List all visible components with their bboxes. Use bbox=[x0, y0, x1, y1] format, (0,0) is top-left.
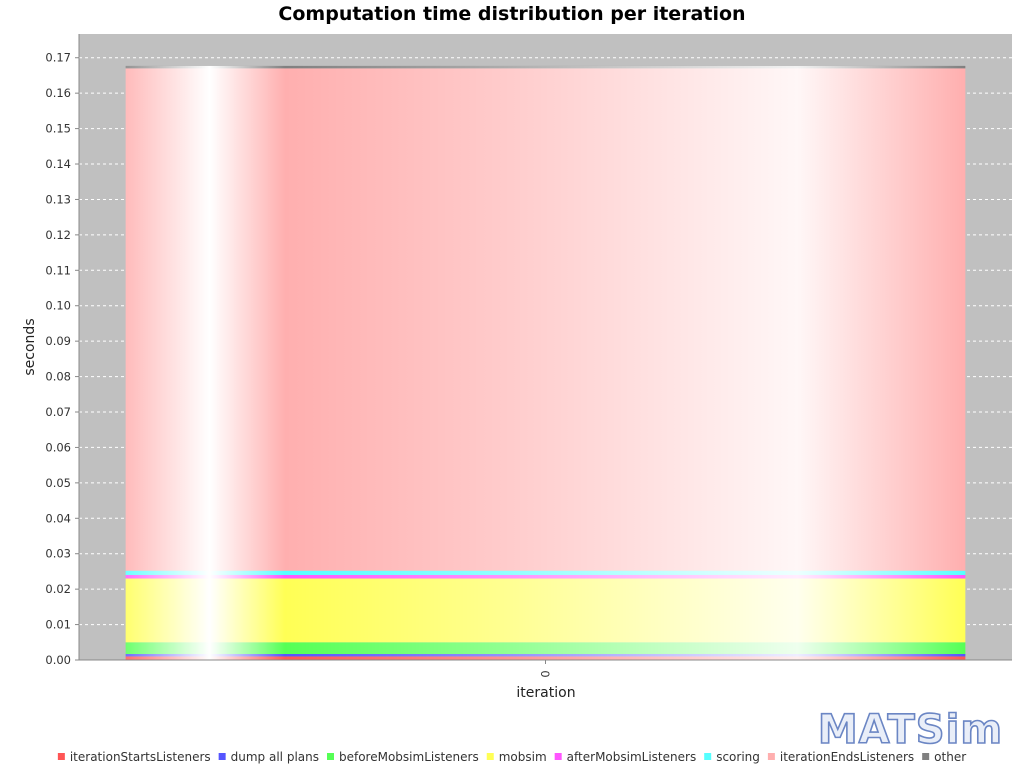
y-tick-label: 0.09 bbox=[45, 334, 71, 348]
y-tick-label: 0.03 bbox=[45, 547, 71, 561]
y-tick-label: 0.14 bbox=[45, 157, 71, 171]
y-tick-label: 0.16 bbox=[45, 86, 71, 100]
legend-swatch bbox=[922, 753, 930, 760]
legend-swatch bbox=[704, 753, 712, 760]
x-axis-label: iteration bbox=[516, 685, 575, 701]
y-tick-label: 0.10 bbox=[45, 299, 71, 313]
y-tick-label: 0.00 bbox=[45, 653, 71, 667]
y-axis-ticks: 0.00 0.01 0.02 0.03 0.04 0.05 0.06 0.07 0.08 0.09… bbox=[45, 51, 79, 667]
legend-item: scoring bbox=[704, 750, 760, 764]
legend-swatch bbox=[767, 753, 775, 760]
y-tick-label: 0.15 bbox=[45, 122, 71, 136]
y-tick-label: 0.06 bbox=[45, 440, 71, 454]
legend-item: iterationStartsListeners bbox=[57, 750, 211, 764]
legend-label: beforeMobsimListeners bbox=[339, 750, 479, 764]
y-tick-label: 0.12 bbox=[45, 228, 71, 242]
matsim-logo-text: MATSim bbox=[818, 707, 1003, 753]
legend-label: scoring bbox=[716, 750, 760, 764]
legend-item: other bbox=[922, 750, 966, 764]
legend-label: iterationStartsListeners bbox=[70, 750, 211, 764]
legend-item: dump all plans bbox=[218, 750, 319, 764]
y-tick-label: 0.13 bbox=[45, 192, 71, 206]
y-tick-label: 0.07 bbox=[45, 405, 71, 419]
x-axis-ticks: 0 bbox=[539, 660, 553, 678]
y-tick-label: 0.17 bbox=[45, 51, 71, 65]
legend-swatch bbox=[486, 753, 494, 760]
y-tick-label: 0.01 bbox=[45, 618, 71, 632]
legend-label: dump all plans bbox=[231, 750, 319, 764]
legend-label: iterationEndsListeners bbox=[780, 750, 914, 764]
y-tick-label: 0.04 bbox=[45, 511, 71, 525]
legend-item: afterMobsimListeners bbox=[554, 750, 697, 764]
legend-item: beforeMobsimListeners bbox=[326, 750, 479, 764]
legend-swatch bbox=[218, 753, 226, 760]
legend-label: other bbox=[934, 750, 966, 764]
legend-swatch bbox=[326, 753, 334, 760]
y-tick-label: 0.08 bbox=[45, 370, 71, 384]
x-tick-label: 0 bbox=[539, 670, 553, 677]
chart-title: Computation time distribution per iterat… bbox=[278, 3, 745, 25]
legend-item: mobsim bbox=[486, 750, 547, 764]
legend-item: iterationEndsListeners bbox=[767, 750, 914, 764]
legend-label: afterMobsimListeners bbox=[567, 750, 697, 764]
legend: iterationStartsListeners dump all plans be… bbox=[57, 750, 966, 764]
y-tick-label: 0.05 bbox=[45, 476, 71, 490]
legend-label: mobsim bbox=[499, 750, 547, 764]
y-tick-label: 0.11 bbox=[45, 263, 71, 277]
bar-highlight bbox=[125, 65, 966, 661]
y-tick-label: 0.02 bbox=[45, 582, 71, 596]
legend-swatch bbox=[57, 753, 65, 760]
matsim-logo: MATSim bbox=[817, 706, 1003, 754]
y-axis-label: seconds bbox=[22, 318, 38, 375]
legend-swatch bbox=[554, 753, 562, 760]
